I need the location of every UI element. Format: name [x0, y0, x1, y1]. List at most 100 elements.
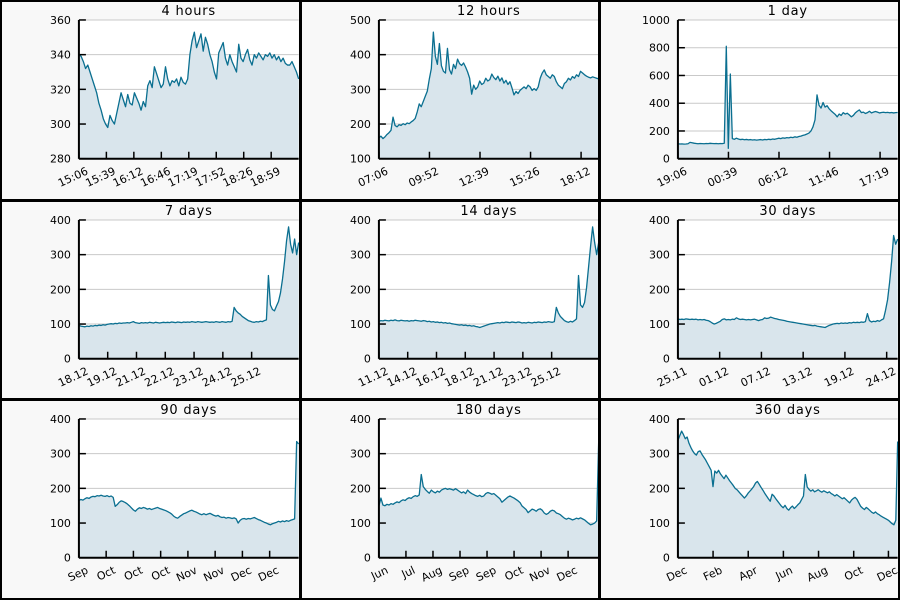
y-tick-label: 300 — [50, 448, 71, 461]
x-tick-label: 09:52 — [406, 165, 440, 190]
area-fill — [378, 32, 599, 159]
chart-title: 4 hours — [162, 4, 216, 19]
area-fill — [678, 235, 898, 359]
y-tick-label: 300 — [649, 448, 670, 461]
x-tick-label: 19.12 — [823, 364, 857, 389]
y-tick-label: 0 — [663, 352, 670, 365]
x-tick-label: Dec — [554, 564, 579, 585]
x-tick-label: 11:46 — [807, 165, 841, 190]
y-tick-label: 320 — [50, 83, 71, 96]
chart-title: 14 days — [460, 204, 517, 219]
series-line — [78, 31, 299, 129]
y-tick-label: 100 — [50, 318, 71, 331]
y-tick-label: 0 — [663, 153, 670, 166]
x-tick-label: Sep — [66, 564, 90, 585]
y-tick-label: 100 — [649, 318, 670, 331]
chart-panel-4-hours: 280 300 320 340 360 15:06 15:39 16:12 16:46 17:19… — [2, 2, 299, 199]
x-tick-label: 13.12 — [781, 364, 815, 389]
x-tick-label: 25.12 — [229, 364, 263, 389]
x-tick-label: 24.12 — [864, 364, 898, 389]
x-tick-label: Oct — [95, 564, 118, 584]
y-tick-label: 100 — [350, 153, 371, 166]
x-tick-label: Aug — [419, 564, 444, 585]
y-tick-label: 100 — [350, 517, 371, 530]
y-tick-label: 1000 — [642, 14, 670, 27]
chart-7-days: 010020030040018.1219.1221.1222.1223.1224… — [50, 204, 299, 389]
x-tick-label: 06:12 — [756, 165, 790, 190]
y-tick-label: 360 — [50, 14, 71, 27]
y-tick-label: 600 — [649, 69, 670, 82]
y-tick-label: 400 — [50, 413, 71, 426]
y-tick-label: 200 — [649, 125, 670, 138]
chart-12-hours: 100 200 300 400 500 07:06 09:52 12:39 15:26 18:12… — [350, 4, 599, 190]
x-tick-label: Jul — [398, 564, 416, 582]
x-tick-label: Apr — [737, 564, 760, 584]
x-tick-label: Jun — [368, 564, 390, 583]
chart-title: 1 day — [768, 4, 808, 19]
area-fill — [78, 441, 299, 559]
chart-panel-1-day: 0 200 400 600 800 1000 19:06 00:39 06:12 11:46 17:… — [601, 2, 898, 199]
chart-1-day: 0 200 400 600 800 1000 19:06 00:39 06:12 11:46 17:… — [642, 4, 898, 190]
x-tick-label: Feb — [702, 564, 725, 584]
y-tick-label: 340 — [50, 49, 71, 62]
x-tick-label: Nov — [174, 564, 199, 585]
x-tick-label: Nov — [527, 564, 552, 585]
x-tick-label: Sep — [474, 564, 498, 585]
y-tick-label: 300 — [350, 248, 371, 261]
y-tick-label: 400 — [350, 49, 371, 62]
x-tick-label: Oct — [122, 564, 145, 584]
chart-360-days: 0 100 200 300 400 Dec Feb Apr Jun Aug Oct Dec 360 da… — [649, 403, 898, 585]
x-tick-label: Dec — [229, 564, 254, 585]
series-line — [78, 225, 299, 328]
y-tick-label: 100 — [350, 318, 371, 331]
x-tick-label: 07.12 — [739, 364, 773, 389]
area-fill — [78, 226, 299, 359]
y-tick-label: 300 — [50, 248, 71, 261]
x-tick-label: 00:39 — [706, 165, 740, 190]
y-tick-label: 0 — [364, 552, 371, 565]
y-tick-label: 400 — [649, 214, 670, 227]
chart-panel-360-days: 0 100 200 300 400 Dec Feb Apr Jun Aug Oct Dec 360 da… — [601, 401, 898, 598]
series-line — [678, 234, 898, 328]
x-tick-label: 19:06 — [655, 165, 689, 190]
series-line — [78, 441, 299, 526]
chart-panel-90-days: 0 100 200 300 400 Sep Oct Oct Oct Nov Nov Dec Dec 90 … — [2, 401, 299, 598]
series-line — [678, 45, 898, 149]
y-tick-label: 300 — [350, 448, 371, 461]
x-tick-label: Oct — [502, 564, 525, 584]
y-tick-label: 100 — [649, 517, 670, 530]
chart-panel-30-days: 0 100 200 300 400 25.11 01.12 07.12 13.12 19.12 24… — [601, 201, 898, 399]
series-line — [377, 441, 599, 526]
area-fill — [378, 441, 599, 559]
x-tick-label: 17:19 — [857, 165, 891, 190]
y-tick-label: 0 — [64, 352, 71, 365]
chart-panel-7-days: 0 100 200 300 400 18.12 19.12 21.12 22.12 23.12 24… — [2, 201, 299, 399]
x-tick-label: Oct — [843, 564, 866, 584]
x-tick-label: Aug — [805, 564, 830, 585]
area-fill — [78, 32, 299, 159]
x-tick-label: 18:59 — [248, 165, 282, 190]
y-tick-label: 0 — [663, 552, 670, 565]
y-tick-label: 300 — [350, 83, 371, 96]
chart-title: 180 days — [455, 403, 521, 418]
chart-title: 30 days — [760, 204, 817, 219]
y-tick-label: 0 — [364, 352, 371, 365]
y-tick-label: 300 — [50, 118, 71, 131]
chart-panel-12-hours: 100 200 300 400 500 07:06 09:52 12:39 15:26 18:12… — [301, 2, 599, 199]
chart-title: 12 hours — [457, 4, 521, 19]
chart-title: 7 days — [165, 204, 213, 219]
y-tick-label: 400 — [350, 214, 371, 227]
x-tick-label: 25.12 — [529, 364, 563, 389]
y-tick-label: 400 — [649, 97, 670, 110]
x-tick-label: Jun — [773, 564, 795, 583]
y-tick-label: 200 — [50, 283, 71, 296]
x-tick-label: Sep — [447, 564, 471, 585]
y-tick-label: 200 — [50, 483, 71, 496]
y-tick-label: 0 — [64, 552, 71, 565]
y-tick-label: 400 — [649, 413, 670, 426]
chart-4-hours: 28030032034036015:0615:3916:1216:4617:19… — [50, 4, 299, 190]
area-fill — [678, 46, 898, 159]
x-tick-label: 15:26 — [507, 165, 541, 190]
